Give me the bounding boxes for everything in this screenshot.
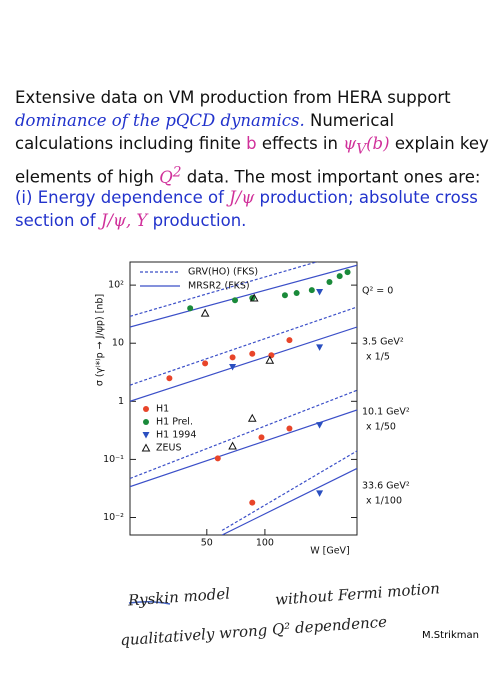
paragraph: (i) Energy dependence of J/ψ production;… xyxy=(15,186,490,232)
data-point xyxy=(286,337,293,344)
legend-label: H1 xyxy=(156,404,169,415)
text: (b) xyxy=(366,134,390,153)
data-point xyxy=(344,269,351,276)
legend-marker xyxy=(143,406,149,412)
legend-marker xyxy=(142,432,150,439)
data-point xyxy=(229,354,236,361)
data-point xyxy=(316,289,324,296)
author: M.Strikman xyxy=(422,630,479,641)
data-point xyxy=(316,344,324,351)
text: Extensive data on VM production from HER… xyxy=(15,88,451,107)
legend-label: MRSR2 (FKS) xyxy=(188,281,250,292)
y-tick-label: 10⁻¹ xyxy=(103,454,124,465)
data-point xyxy=(202,360,209,367)
legend-marker xyxy=(141,443,151,452)
y-tick-label: 10 xyxy=(112,338,124,349)
data-point xyxy=(293,290,300,297)
annotation: x 1/5 xyxy=(366,352,390,363)
data-point xyxy=(326,279,333,286)
plot-frame xyxy=(129,261,358,536)
legend-marker xyxy=(143,419,149,425)
annotation: 10.1 GeV² xyxy=(362,407,410,418)
text: production; absolute cross section of xyxy=(15,188,478,230)
y-tick-label: 10² xyxy=(108,280,124,291)
annotation: x 1/100 xyxy=(366,496,402,507)
data-point xyxy=(316,422,324,429)
data-point xyxy=(229,363,237,371)
text: ψ xyxy=(343,134,357,153)
data-point xyxy=(228,441,237,450)
annotation: 3.5 GeV² xyxy=(362,337,404,348)
data-point xyxy=(214,455,221,462)
data-point xyxy=(336,273,343,280)
curve xyxy=(130,326,357,402)
data-point xyxy=(316,490,324,497)
data-point xyxy=(232,297,239,304)
underline xyxy=(128,600,171,605)
text: J/ψ, Υ xyxy=(100,211,148,230)
legend-label: GRV(HO) (FKS) xyxy=(188,267,258,278)
curve xyxy=(130,264,357,328)
data-point xyxy=(247,413,257,422)
data-point xyxy=(249,350,256,357)
text: data. The most important ones are: xyxy=(186,167,481,187)
paragraph: Extensive data on VM production from HER… xyxy=(15,86,490,189)
data-point xyxy=(249,293,259,302)
data-point xyxy=(281,292,288,299)
legend-label: ZEUS xyxy=(156,443,182,454)
data-point xyxy=(249,499,256,506)
x-tick-label: 50 xyxy=(201,538,213,549)
text: explain key elements of high xyxy=(15,134,489,187)
text: dominance of the pQCD dynamics. xyxy=(15,111,305,130)
curve xyxy=(221,467,357,535)
annotation: x 1/50 xyxy=(366,422,396,433)
data-point xyxy=(286,425,293,432)
legend-label: H1 Prel. xyxy=(156,417,193,428)
data-point xyxy=(265,355,275,364)
x-axis-label: W [GeV] xyxy=(310,546,350,557)
data-point xyxy=(166,375,173,382)
curve xyxy=(221,450,357,531)
text: J/ψ xyxy=(229,188,255,207)
annotation: Q² = 0 xyxy=(362,286,393,297)
text: 2 xyxy=(172,164,182,181)
x-tick-label: 100 xyxy=(256,538,274,549)
text: (i) Energy dependence of xyxy=(15,188,224,207)
text: b xyxy=(246,134,257,153)
curve xyxy=(130,389,357,480)
annotation: 33.6 GeV² xyxy=(362,481,410,492)
legend-label: H1 1994 xyxy=(156,430,196,441)
data-point xyxy=(187,305,194,312)
y-tick-label: 1 xyxy=(118,396,124,407)
data-point xyxy=(258,434,265,441)
text: Numerical calculations including finite xyxy=(15,111,395,153)
y-tick-label: 10⁻² xyxy=(103,512,124,523)
plot-area xyxy=(130,262,357,535)
text: effects in xyxy=(261,134,338,153)
data-point xyxy=(200,308,210,317)
data-point xyxy=(308,287,315,294)
text: V xyxy=(356,141,367,158)
text: Q xyxy=(159,167,173,187)
curve xyxy=(130,306,357,386)
text: production. xyxy=(152,211,247,230)
y-axis-label: σ (γ⁽*⁾p → J/ψp) [nb] xyxy=(95,294,106,386)
